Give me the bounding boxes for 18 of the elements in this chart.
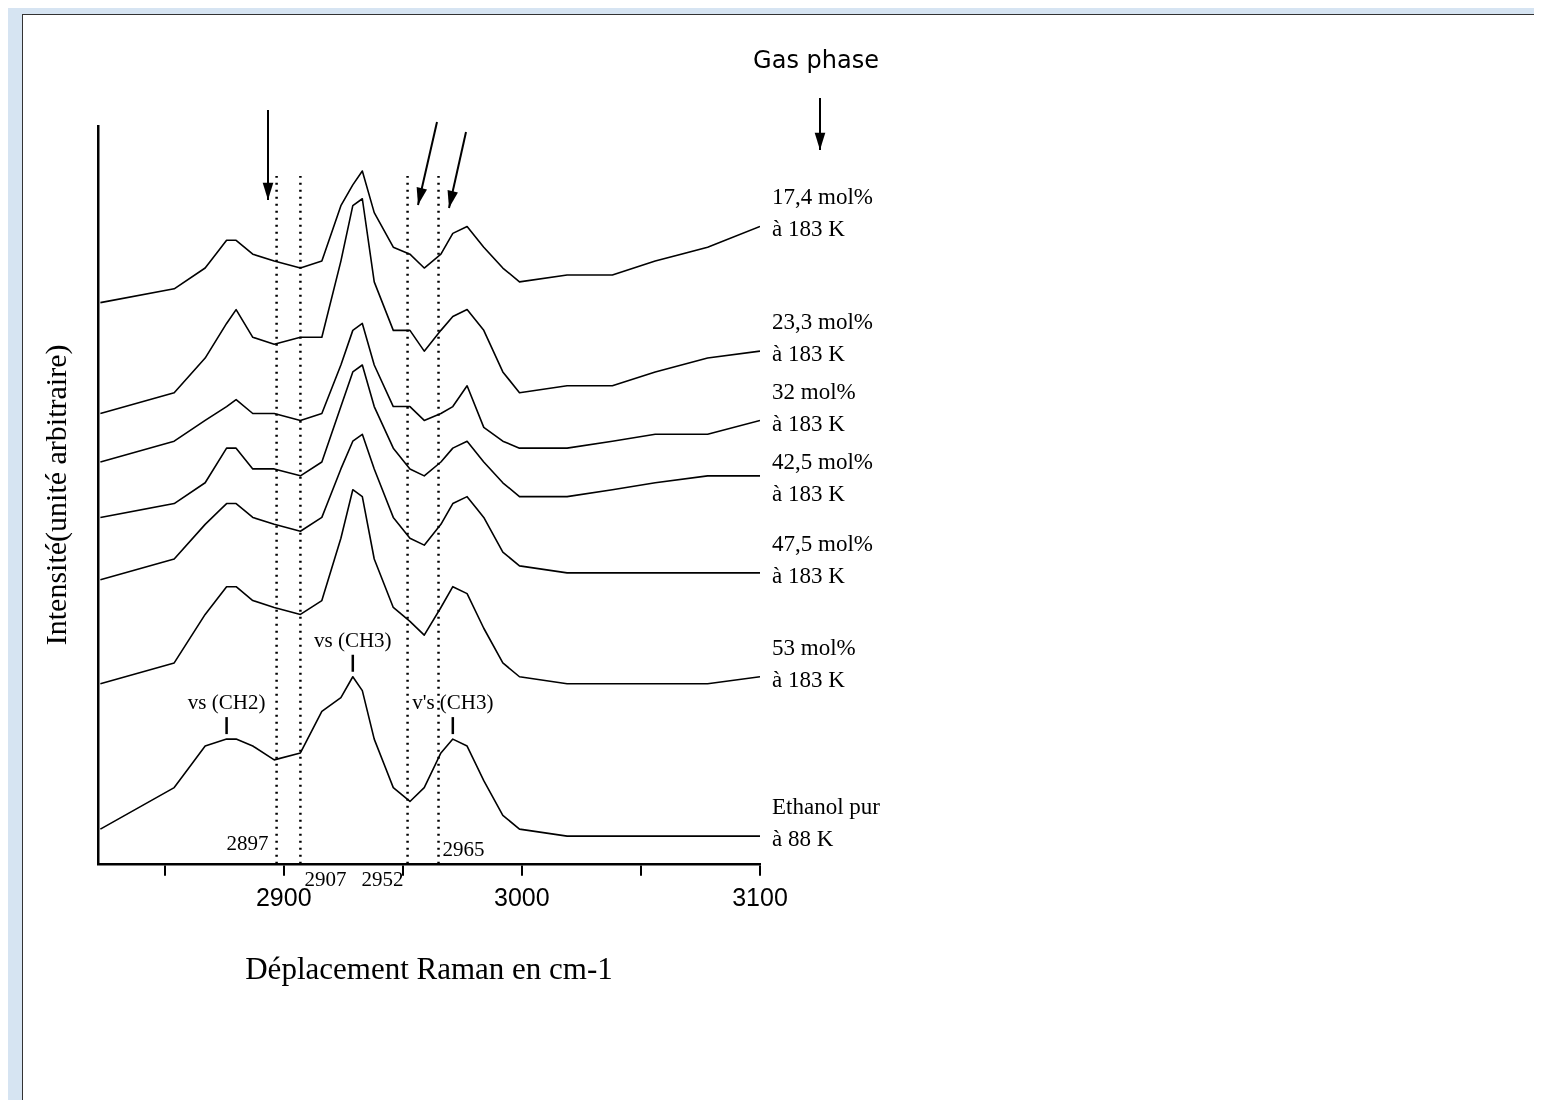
series-label: 42,5 mol% à 183 K — [772, 449, 873, 507]
text: Gas phase — [753, 46, 879, 74]
annotation: v's (CH3) — [412, 690, 494, 715]
series-label: 53 mol% à 183 K — [772, 634, 856, 692]
annotation: vs (CH2) — [187, 690, 266, 715]
ref-line-label: 2952 — [361, 866, 404, 891]
x-tick-label: 3100 — [732, 882, 788, 911]
series-label: 47,5 mol% à 183 K — [772, 530, 873, 588]
series-label: 17,4 mol% à 183 K — [772, 184, 873, 242]
series-label: 23,3 mol% à 183 K — [772, 309, 873, 367]
series-label: Ethanol pur à 88 K — [772, 794, 881, 852]
annotation: vs (CH3) — [314, 627, 392, 652]
y-axis-title: Intensité(unité arbitraire) — [38, 344, 73, 646]
ref-line-label: 2965 — [442, 836, 485, 861]
ref-line-label: 2897 — [226, 830, 269, 855]
x-axis-title: Déplacement Raman en cm-1 — [245, 950, 613, 986]
x-tick-label: 3000 — [494, 882, 550, 911]
series-label: 32 mol% à 183 K — [772, 379, 856, 437]
